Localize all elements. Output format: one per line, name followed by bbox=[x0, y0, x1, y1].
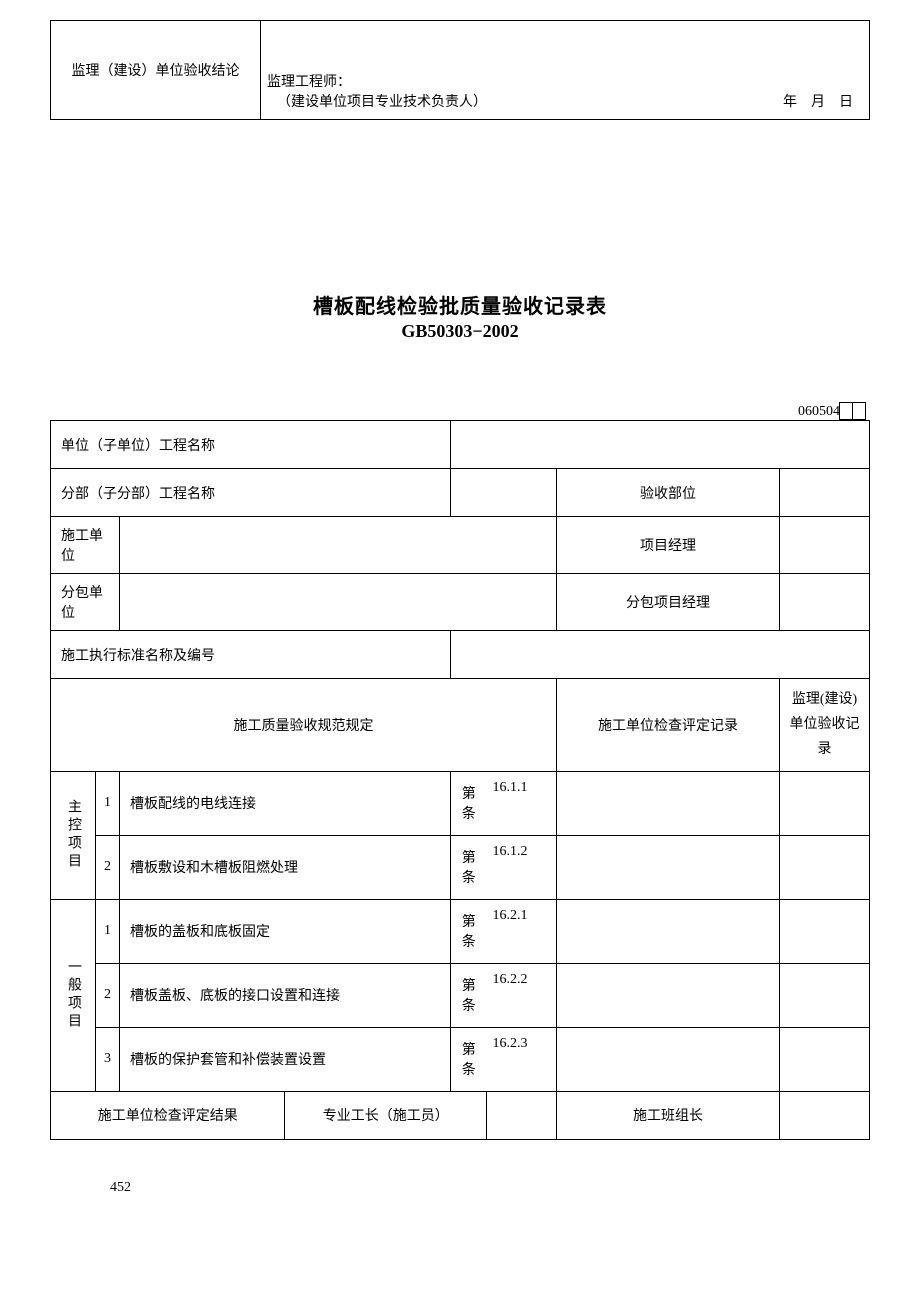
tech-lead-line: （建设单位项目专业技术负责人） bbox=[277, 91, 487, 111]
supervision-conclusion-table: 监理（建设）单位验收结论 监理工程师： （建设单位项目专业技术负责人） 年 月 … bbox=[50, 20, 870, 120]
g3-idx: 3 bbox=[96, 1027, 120, 1091]
subcontract-value bbox=[120, 574, 557, 631]
m2-clause-num: 16.1.2 bbox=[486, 835, 556, 899]
title-sub: GB50303−2002 bbox=[50, 321, 870, 342]
g3-supervise bbox=[780, 1027, 870, 1091]
accept-dept-label: 验收部位 bbox=[556, 469, 779, 517]
m2-idx: 2 bbox=[96, 835, 120, 899]
team-leader-value bbox=[780, 1091, 870, 1139]
m1-supervise bbox=[780, 771, 870, 835]
std-label: 施工执行标准名称及编号 bbox=[51, 631, 451, 679]
m1-record bbox=[556, 771, 779, 835]
construct-unit-value bbox=[120, 517, 557, 574]
g3-clause-num: 16.2.3 bbox=[486, 1027, 556, 1091]
m1-idx: 1 bbox=[96, 771, 120, 835]
title-block: 槽板配线检验批质量验收记录表 GB50303−2002 bbox=[50, 290, 870, 342]
g3-clause-word: 第条 bbox=[450, 1027, 486, 1091]
unit-name-label: 单位（子单位）工程名称 bbox=[51, 421, 451, 469]
construct-unit-label: 施工单位 bbox=[51, 517, 120, 574]
g2-desc: 槽板盖板、底板的接口设置和连接 bbox=[120, 963, 451, 1027]
foreman-label: 专业工长（施工员） bbox=[285, 1091, 486, 1139]
main-inspection-table: 单位（子单位）工程名称 分部（子分部）工程名称 验收部位 施工单位 项目经理 分… bbox=[50, 420, 870, 1140]
std-value bbox=[450, 631, 869, 679]
g2-clause-num: 16.2.2 bbox=[486, 963, 556, 1027]
g1-clause-num: 16.2.1 bbox=[486, 899, 556, 963]
page-number: 452 bbox=[110, 1180, 870, 1196]
code-box-1 bbox=[839, 402, 853, 420]
title-main: 槽板配线检验批质量验收记录表 bbox=[50, 290, 870, 319]
form-code-row: 060504 bbox=[50, 402, 870, 420]
sub-proj-mgr-value bbox=[780, 574, 870, 631]
g2-clause-word: 第条 bbox=[450, 963, 486, 1027]
g2-record bbox=[556, 963, 779, 1027]
general-section-label: 一般项目 bbox=[51, 899, 96, 1091]
main-section-label: 主控项目 bbox=[51, 771, 96, 899]
proj-mgr-value bbox=[780, 517, 870, 574]
foreman-value bbox=[486, 1091, 556, 1139]
m2-record bbox=[556, 835, 779, 899]
subcontract-label: 分包单位 bbox=[51, 574, 120, 631]
g1-supervise bbox=[780, 899, 870, 963]
accept-dept-value bbox=[780, 469, 870, 517]
team-leader-label: 施工班组长 bbox=[556, 1091, 779, 1139]
code-box-2 bbox=[852, 402, 866, 420]
spec-header: 施工质量验收规范规定 bbox=[51, 679, 557, 772]
g1-clause-word: 第条 bbox=[450, 899, 486, 963]
supervise-record-header: 监理(建设)单位验收记录 bbox=[780, 679, 870, 772]
unit-record-header: 施工单位检查评定记录 bbox=[556, 679, 779, 772]
g2-supervise bbox=[780, 963, 870, 1027]
subunit-label: 分部（子分部）工程名称 bbox=[51, 469, 451, 517]
m2-supervise bbox=[780, 835, 870, 899]
g1-desc: 槽板的盖板和底板固定 bbox=[120, 899, 451, 963]
m1-clause-word: 第条 bbox=[450, 771, 486, 835]
supervision-label-cell: 监理（建设）单位验收结论 bbox=[51, 21, 261, 120]
proj-mgr-label: 项目经理 bbox=[556, 517, 779, 574]
result-label: 施工单位检查评定结果 bbox=[51, 1091, 285, 1139]
form-code: 060504 bbox=[798, 404, 840, 419]
m2-desc: 槽板敷设和木槽板阻燃处理 bbox=[120, 835, 451, 899]
supervision-content-cell: 监理工程师： （建设单位项目专业技术负责人） 年 月 日 bbox=[261, 21, 870, 120]
date-line: 年 月 日 bbox=[783, 91, 853, 111]
m1-desc: 槽板配线的电线连接 bbox=[120, 771, 451, 835]
sub-proj-mgr-label: 分包项目经理 bbox=[556, 574, 779, 631]
g2-idx: 2 bbox=[96, 963, 120, 1027]
unit-name-value bbox=[450, 421, 869, 469]
m2-clause-word: 第条 bbox=[450, 835, 486, 899]
m1-clause-num: 16.1.1 bbox=[486, 771, 556, 835]
subunit-value bbox=[450, 469, 556, 517]
g1-idx: 1 bbox=[96, 899, 120, 963]
g3-desc: 槽板的保护套管和补偿装置设置 bbox=[120, 1027, 451, 1091]
engineer-line: 监理工程师： bbox=[267, 71, 863, 91]
g3-record bbox=[556, 1027, 779, 1091]
g1-record bbox=[556, 899, 779, 963]
